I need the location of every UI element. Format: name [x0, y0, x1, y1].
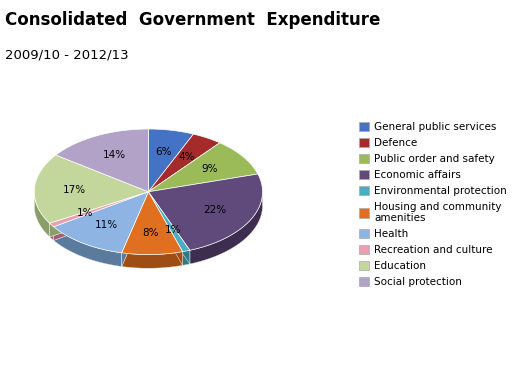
Text: 1%: 1% [77, 209, 94, 219]
Polygon shape [148, 192, 182, 265]
Polygon shape [122, 192, 182, 255]
Polygon shape [148, 134, 220, 192]
Text: 11%: 11% [94, 220, 118, 230]
Polygon shape [34, 194, 49, 237]
Text: 22%: 22% [204, 205, 227, 215]
Text: Consolidated  Government  Expenditure: Consolidated Government Expenditure [5, 11, 381, 29]
Polygon shape [49, 192, 148, 237]
Polygon shape [54, 192, 148, 240]
Text: 17%: 17% [63, 185, 86, 195]
Polygon shape [54, 206, 148, 266]
Legend: General public services, Defence, Public order and safety, Economic affairs, Env: General public services, Defence, Public… [356, 119, 510, 290]
Polygon shape [54, 192, 148, 240]
Polygon shape [54, 227, 122, 266]
Text: 8%: 8% [143, 227, 159, 237]
Polygon shape [49, 223, 54, 240]
Polygon shape [122, 206, 182, 268]
Polygon shape [56, 129, 148, 192]
Polygon shape [148, 206, 262, 264]
Polygon shape [148, 129, 193, 192]
Polygon shape [148, 174, 262, 250]
Polygon shape [148, 206, 190, 265]
Polygon shape [148, 143, 258, 192]
Polygon shape [190, 193, 262, 264]
Polygon shape [49, 192, 148, 227]
Text: 14%: 14% [103, 151, 126, 160]
Polygon shape [148, 192, 190, 264]
Text: 1%: 1% [165, 225, 181, 235]
Text: 9%: 9% [202, 164, 218, 174]
Text: 2009/10 - 2012/13: 2009/10 - 2012/13 [5, 48, 129, 61]
Polygon shape [122, 192, 148, 266]
Polygon shape [148, 192, 190, 252]
Polygon shape [122, 252, 182, 268]
Polygon shape [54, 192, 148, 253]
Polygon shape [148, 192, 182, 265]
Polygon shape [148, 192, 190, 264]
Text: 6%: 6% [155, 147, 172, 157]
Polygon shape [122, 192, 148, 266]
Polygon shape [49, 206, 148, 240]
Polygon shape [49, 192, 148, 237]
Polygon shape [34, 155, 148, 223]
Polygon shape [34, 206, 148, 237]
Polygon shape [182, 250, 190, 265]
Text: 4%: 4% [178, 152, 195, 162]
